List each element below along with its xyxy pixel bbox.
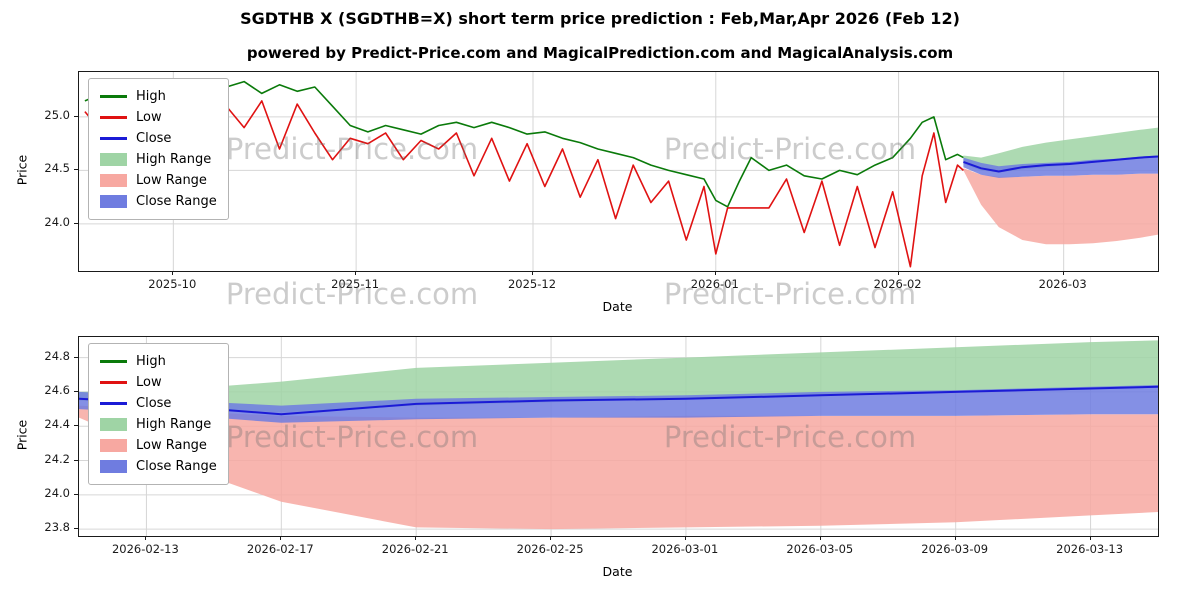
legend-label-close: Close xyxy=(136,131,172,146)
top-chart-y-ticks: 24.0 24.5 25.0 xyxy=(26,71,78,272)
close-range-swatch-icon xyxy=(100,460,127,473)
legend-label-low-range: Low Range xyxy=(136,438,207,453)
legend-label-low-range: Low Range xyxy=(136,173,207,188)
top-chart-legend: High Low Close High Range Low Range Clos… xyxy=(88,78,229,220)
bottom-chart-y-axis-label: Price xyxy=(14,419,30,451)
close-range-swatch-icon xyxy=(100,195,127,208)
legend-label-high-range: High Range xyxy=(136,152,212,167)
low-line-swatch-icon xyxy=(100,381,127,384)
bottom-chart-plot xyxy=(78,336,1159,537)
legend-item-close-range: Close Range xyxy=(100,191,217,212)
top-chart-x-axis-label: Date xyxy=(602,299,633,314)
legend-item-close: Close xyxy=(100,128,217,149)
legend-label-high: High xyxy=(136,89,166,104)
legend-item-low: Low xyxy=(100,372,217,393)
legend-label-close: Close xyxy=(136,396,172,411)
chart-subtitle: powered by Predict-Price.com and Magical… xyxy=(246,44,954,62)
high-line-swatch-icon xyxy=(100,360,127,363)
legend-item-high: High xyxy=(100,86,217,107)
legend-item-close-range: Close Range xyxy=(100,456,217,477)
legend-label-high: High xyxy=(136,354,166,369)
bottom-chart-legend: High Low Close High Range Low Range Clos… xyxy=(88,343,229,485)
bottom-chart-x-ticks: 2026-02-13 2026-02-17 2026-02-21 2026-02-25… xyxy=(78,536,1159,560)
legend-item-low-range: Low Range xyxy=(100,170,217,191)
high-line-swatch-icon xyxy=(100,95,127,98)
bottom-chart-x-axis-label: Date xyxy=(602,564,633,579)
high-range-swatch-icon xyxy=(100,153,127,166)
bottom-chart-y-ticks: 23.8 24.0 24.2 24.4 24.6 24.8 xyxy=(26,336,78,537)
legend-item-high: High xyxy=(100,351,217,372)
legend-item-high-range: High Range xyxy=(100,149,217,170)
legend-item-low-range: Low Range xyxy=(100,435,217,456)
low-range-swatch-icon xyxy=(100,174,127,187)
close-line-swatch-icon xyxy=(100,402,127,405)
legend-item-close: Close xyxy=(100,393,217,414)
legend-label-low: Low xyxy=(136,110,162,125)
legend-label-close-range: Close Range xyxy=(136,459,217,474)
low-line-swatch-icon xyxy=(100,116,127,119)
legend-item-low: Low xyxy=(100,107,217,128)
high-range-swatch-icon xyxy=(100,418,127,431)
low-range-swatch-icon xyxy=(100,439,127,452)
legend-label-close-range: Close Range xyxy=(136,194,217,209)
chart-title: SGDTHB X (SGDTHB=X) short term price pre… xyxy=(240,9,960,28)
top-chart-plot xyxy=(78,71,1159,272)
top-chart-y-axis-label: Price xyxy=(14,154,30,186)
legend-label-high-range: High Range xyxy=(136,417,212,432)
legend-item-high-range: High Range xyxy=(100,414,217,435)
close-line-swatch-icon xyxy=(100,137,127,140)
top-chart-x-ticks: 2025-10 2025-11 2025-12 2026-01 2026-02 2026-… xyxy=(78,271,1159,295)
legend-label-low: Low xyxy=(136,375,162,390)
